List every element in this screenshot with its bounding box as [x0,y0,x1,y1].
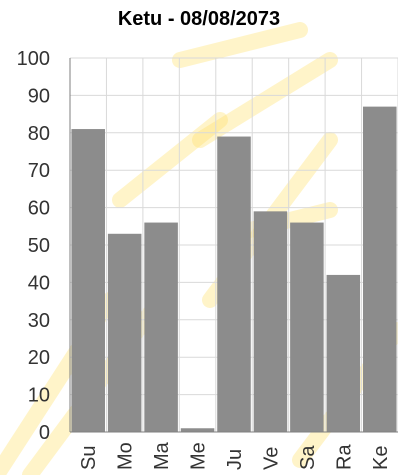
y-tick-label: 70 [28,160,50,182]
y-tick-label: 0 [39,422,50,444]
y-tick-labels: 0 10 20 30 40 50 60 70 80 90 100 [17,48,50,444]
y-tick-label: 60 [28,198,50,220]
watermark-stroke [192,52,338,148]
y-tick-label: 20 [28,347,50,369]
bars [71,106,397,433]
y-tick-label: 90 [28,85,50,107]
axes [69,58,398,433]
bar-ju [217,136,251,433]
y-tick-label: 100 [17,48,50,70]
bar-ra [326,274,361,432]
y-tick-label: 40 [28,272,50,294]
bar-su [71,129,105,432]
x-tick-label-sa: Sa [297,445,319,470]
watermark-stroke [112,112,228,208]
bar-ve [253,211,288,432]
x-tick-label-su: Su [78,446,100,470]
x-tick-label-ma: Ma [151,441,173,470]
x-tick-label-ju: Ju [224,449,246,470]
x-tick-label-me: Me [188,442,210,470]
x-tick-label-ke: Ke [370,446,392,470]
y-tick-label: 30 [28,310,50,332]
bar-me [180,428,215,432]
x-tick-label-ve: Ve [260,447,282,470]
bar-sa [290,222,324,432]
y-tick-label: 10 [28,385,50,407]
x-tick-label-ra: Ra [333,444,355,470]
bar-ke [363,106,397,433]
y-tick-label: 50 [28,235,50,257]
y-tick-label: 80 [28,123,50,145]
x-tick-labels: Su Mo Ma Me Ju Ve Sa Ra Ke [78,441,392,470]
bar-mo [107,233,142,432]
bar-ma [144,222,178,432]
x-tick-label-mo: Mo [115,442,137,470]
watermark-stroke [172,22,308,68]
chart-title: Ketu - 08/08/2073 [117,8,281,30]
